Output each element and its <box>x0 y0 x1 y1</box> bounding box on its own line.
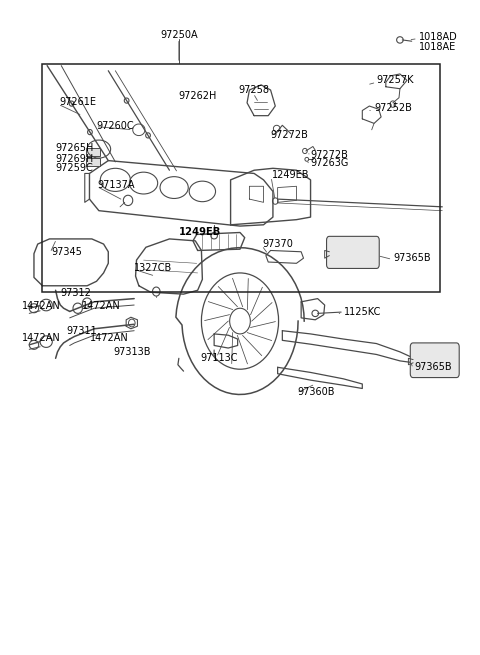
Bar <box>42 64 440 292</box>
Text: 97272B: 97272B <box>311 150 348 160</box>
Text: 1472AN: 1472AN <box>82 301 120 310</box>
Text: 97258: 97258 <box>239 85 270 95</box>
Text: 97250A: 97250A <box>160 29 198 40</box>
Text: 97263G: 97263G <box>311 158 349 168</box>
Text: 97260C: 97260C <box>96 121 134 131</box>
Text: 97113C: 97113C <box>200 353 238 364</box>
Text: 97257K: 97257K <box>376 75 414 85</box>
Text: 97265H: 97265H <box>55 143 94 153</box>
Text: 97370: 97370 <box>263 239 293 249</box>
Text: 1125KC: 1125KC <box>344 307 381 317</box>
Text: 97311: 97311 <box>66 326 96 336</box>
Text: 1018AD: 1018AD <box>419 31 457 42</box>
Text: 97365B: 97365B <box>393 253 431 263</box>
Text: 1472AN: 1472AN <box>22 333 61 343</box>
Bar <box>86 149 100 156</box>
Text: 97137A: 97137A <box>97 180 135 190</box>
Text: 97312: 97312 <box>60 288 91 299</box>
Text: 97313B: 97313B <box>113 347 151 357</box>
FancyBboxPatch shape <box>326 236 379 269</box>
Text: 1472AN: 1472AN <box>22 301 61 310</box>
FancyBboxPatch shape <box>410 343 459 377</box>
Text: 1018AE: 1018AE <box>419 42 456 52</box>
Text: 1249EB: 1249EB <box>272 170 310 179</box>
Text: 97360B: 97360B <box>298 386 335 397</box>
Text: 97259C: 97259C <box>55 163 93 174</box>
Bar <box>86 158 100 166</box>
Text: 97272B: 97272B <box>271 130 309 140</box>
Text: 1327CB: 1327CB <box>134 263 172 272</box>
Text: 1249EB: 1249EB <box>179 227 221 238</box>
Text: 97345: 97345 <box>51 247 82 257</box>
Text: 97262H: 97262H <box>179 92 217 102</box>
Text: 97261E: 97261E <box>59 96 96 107</box>
Text: 97365B: 97365B <box>414 362 452 372</box>
Text: 97269H: 97269H <box>55 155 94 164</box>
Text: 1472AN: 1472AN <box>89 333 128 343</box>
Text: 97252B: 97252B <box>374 103 412 113</box>
